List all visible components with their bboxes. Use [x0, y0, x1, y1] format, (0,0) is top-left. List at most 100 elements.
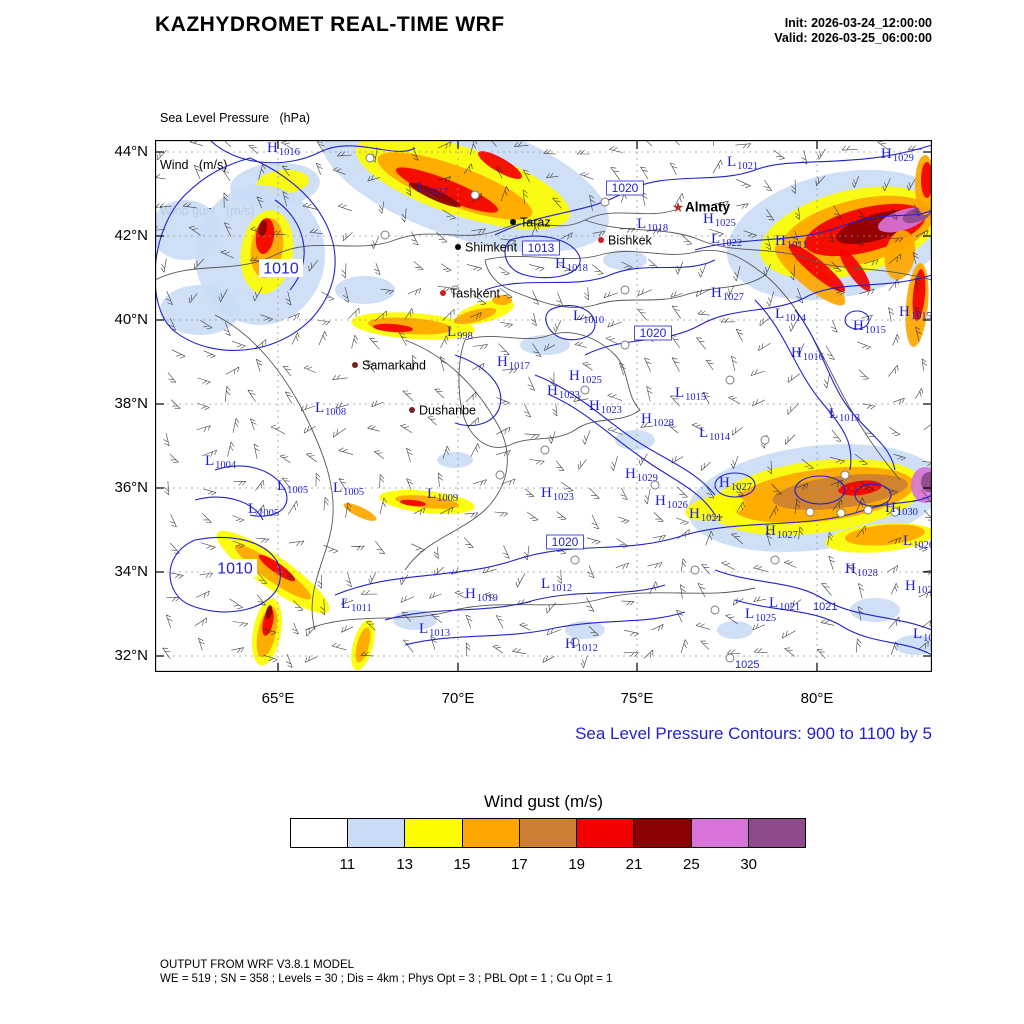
pressure-label: H1012 [565, 636, 598, 654]
pressure-label: H1015 [899, 304, 932, 322]
pressure-label: L998 [447, 324, 473, 342]
city-label: Almaty [685, 200, 731, 215]
footer-line-1: OUTPUT FROM WRF V3.8.1 MODEL [160, 959, 355, 971]
pressure-label: L1021 [913, 626, 932, 644]
axis-ticks [155, 140, 932, 672]
pressure-label: L1005 [277, 478, 308, 496]
lat-tick-label: 44°N [114, 143, 148, 160]
city-label: Tashkent [450, 287, 501, 301]
legend-line-slp: Sea Level Pressure (hPa) [160, 111, 311, 125]
colorbar-cell [291, 819, 349, 847]
colorbar-cell [634, 819, 692, 847]
contour-value-label: 1020 [552, 535, 579, 549]
city-dot-icon [510, 219, 516, 225]
city-dot-icon [352, 362, 358, 368]
colorbar-tick-label: 21 [625, 856, 643, 873]
pressure-label: L1026 [903, 533, 932, 551]
colorbar [290, 818, 806, 848]
run-times: Init: 2026-03-24_12:00:00 Valid: 2026-03… [774, 16, 932, 46]
pressure-label: H1023 [541, 485, 574, 503]
map-frame [155, 140, 932, 672]
pressure-label: H1016 [791, 345, 824, 363]
pressure-label: H1025 [569, 368, 602, 386]
pressure-label: H1025 [703, 211, 736, 229]
contour-value-label: 1010 [263, 261, 299, 278]
pressure-label: H1029 [881, 146, 914, 164]
colorbar-cell [348, 819, 406, 847]
city-dot-icon [598, 237, 604, 243]
colorbar-tick-label: 25 [682, 856, 700, 873]
city-label: Dushanbe [419, 404, 476, 418]
lon-tick-label: 70°E [441, 690, 475, 707]
footer-line-2: WE = 519 ; SN = 358 ; Levels = 30 ; Dis … [160, 973, 613, 985]
pressure-label: L1022 [711, 231, 742, 249]
pressure-label: L1012 [541, 576, 572, 594]
lat-tick-label: 42°N [114, 227, 148, 244]
map-layers: H1016 L1017 1020 L1021 H1029 H1025 L1022 L1018 1… [156, 140, 932, 671]
pressure-label: H1019 [465, 586, 498, 604]
city-label: Taraz [520, 216, 551, 230]
pressure-label: H1027 [711, 285, 744, 303]
pressure-label: L1014 [775, 306, 807, 324]
colorbar-cell [519, 819, 578, 847]
lat-tick-label: 34°N [114, 563, 148, 580]
init-time: Init: 2026-03-24_12:00:00 [784, 16, 932, 30]
pressure-label: H1027 [765, 523, 798, 541]
city-star-icon: ★ [672, 199, 685, 215]
lon-tick-label: 65°E [261, 690, 295, 707]
pressure-label: L1004 [205, 453, 237, 471]
colorbar-cell [462, 819, 520, 847]
city-dot-icon [455, 244, 461, 250]
colorbar-tick-label: 11 [339, 856, 356, 873]
colorbar-title: Wind gust (m/s) [483, 792, 604, 811]
lon-tick-label: 75°E [620, 690, 654, 707]
pressure-label: H1021 [689, 506, 722, 524]
pressure-label: L1011 [341, 596, 372, 614]
pressure-label: L1009 [427, 486, 458, 504]
pressure-label: H1016 [267, 140, 300, 158]
pressure-label: L1014 [699, 425, 731, 443]
pressure-label: H1028 [845, 561, 878, 579]
lat-tick-label: 36°N [114, 479, 148, 496]
contour-value-label: 1010 [217, 561, 253, 578]
lat-tick-label: 40°N [114, 311, 148, 328]
station-circles [365, 153, 900, 663]
pressure-label: L1025 [745, 606, 776, 624]
colorbar-cell [405, 819, 463, 847]
colorbar-cell [748, 819, 805, 847]
legend-line-wind: Wind (m/s) [160, 157, 228, 172]
pressure-label: H1017 [497, 354, 530, 372]
lat-tick-label: 32°N [114, 647, 148, 664]
page-title: KAZHYDROMET REAL-TIME WRF [155, 13, 505, 36]
pressure-label: L1018 [637, 216, 668, 234]
wind-barbs-layer [156, 141, 931, 668]
contour-caption: Sea Level Pressure Contours: 900 to 1100… [575, 724, 932, 743]
pressure-label: L1017 [417, 180, 448, 198]
map-canvas: H1016 L1017 1020 L1021 H1029 H1025 L1022 L1018 1… [155, 140, 932, 672]
colorbar-cell [577, 819, 635, 847]
pressure-label: L1005 [248, 501, 279, 519]
model-footer: OUTPUT FROM WRF V3.8.1 MODEL WE = 519 ; … [160, 958, 612, 986]
pressure-label: L1013 [829, 406, 860, 424]
pressure-label: L1015 [675, 385, 706, 403]
pressure-label: H1011 [775, 233, 807, 251]
pressure-label: H1028 [905, 578, 932, 596]
pressure-label: L1005 [333, 480, 364, 498]
colorbar-tick-label: 17 [510, 856, 528, 873]
colorbar-tick-label: 13 [396, 856, 413, 873]
pressure-label: H1029 [625, 466, 658, 484]
colorbar-tick-label: 30 [740, 856, 757, 873]
wind-gust-shading [156, 141, 931, 671]
pressure-label: H1028 [641, 411, 674, 429]
pressure-label: H1023 [589, 398, 622, 416]
pressure-label: H1018 [555, 256, 588, 274]
city-dot-icon [409, 407, 415, 413]
pressure-label: H1023 [547, 383, 580, 401]
pressure-label: L1021 [727, 154, 758, 172]
colorbar-cell [691, 819, 749, 847]
valid-time: Valid: 2026-03-25_06:00:00 [774, 31, 932, 45]
colorbar-tick-label: 19 [568, 856, 585, 873]
pressure-value-text: 1021 [813, 601, 837, 613]
lat-tick-label: 38°N [114, 395, 148, 412]
